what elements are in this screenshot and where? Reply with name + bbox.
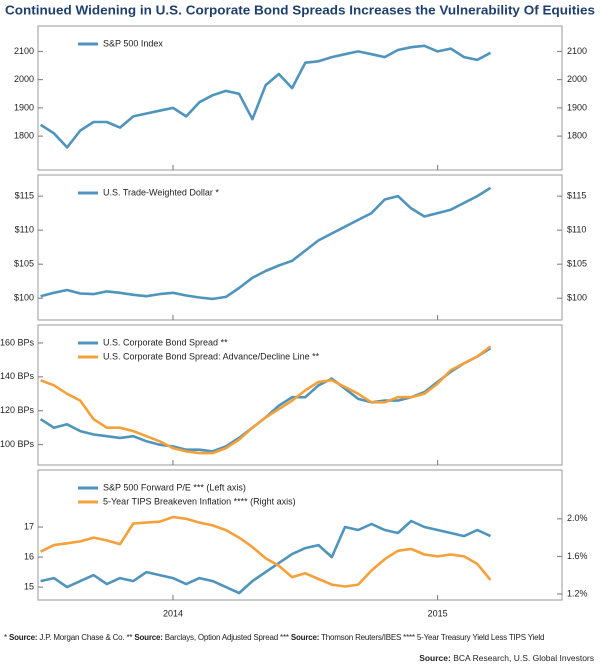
y-tick-label-right: 1900	[567, 102, 587, 112]
footnote-text: J.P. Morgan Chase & Co.	[39, 633, 125, 642]
panel-frame	[37, 469, 563, 601]
source-text: BCA Research, U.S. Global Investors	[453, 653, 594, 663]
y2-tick-label: 1.2%	[567, 588, 588, 598]
y-tick-label: $100	[14, 293, 34, 303]
footnote-text: Barclays, Option Adjusted Spread	[164, 633, 278, 642]
series-line	[40, 345, 492, 455]
y-tick-label: 1900	[14, 102, 34, 112]
legend-label: U.S. Trade-Weighted Dollar *	[103, 187, 219, 197]
y-tick-label: 1800	[14, 130, 34, 140]
chart-title: Continued Widening in U.S. Corporate Bon…	[5, 2, 595, 17]
panel-frame	[37, 324, 563, 466]
legend-label: S&P 500 Index	[103, 38, 163, 48]
footnote-text: Thomson Reuters/IBES	[321, 633, 402, 642]
footnote-marker: ****	[403, 633, 415, 642]
footnote-marker: **	[126, 633, 133, 642]
y-tick-label: 16	[24, 551, 34, 561]
y-tick-label: 15	[24, 581, 34, 591]
footnote-label: Source:	[134, 633, 163, 642]
chart: Continued Widening in U.S. Corporate Bon…	[0, 2, 595, 618]
y-tick-label: $105	[14, 259, 34, 269]
series-line	[40, 519, 492, 595]
footnote-label: Source:	[8, 633, 38, 642]
legend-label: 5-Year TIPS Breakeven Inflation **** (Ri…	[103, 496, 296, 506]
y-tick-label: 120 BPs	[0, 405, 34, 415]
y-tick-label-right: 2100	[567, 46, 587, 56]
y-tick-label-right: 1800	[567, 130, 587, 140]
y-tick-label: 100 BPs	[0, 439, 34, 449]
panel-frame	[37, 25, 563, 171]
series-line	[39, 347, 492, 453]
footnote-text: 5-Year Treasury Yield Less TIPS Yield	[416, 633, 545, 642]
y-tick-label-right: 2000	[567, 74, 587, 84]
source-label: Source:	[419, 653, 451, 663]
y-tick-label-right: $110	[567, 225, 586, 235]
y-tick-label: $115	[15, 190, 34, 200]
y2-tick-label: 1.6%	[567, 551, 588, 561]
y-tick-label: 140 BPs	[0, 371, 34, 381]
y-tick-label: 2000	[14, 74, 34, 84]
y-tick-label: 17	[24, 521, 34, 531]
y-tick-label-right: $100	[567, 293, 587, 303]
y-tick-label: 160 BPs	[0, 337, 34, 347]
footnote-label: Source:	[290, 633, 320, 642]
legend-label: S&P 500 Forward P/E *** (Left axis)	[103, 482, 246, 492]
footnote-marker: *	[4, 633, 7, 642]
series-line	[40, 186, 492, 301]
footnote-marker: ***	[280, 633, 289, 642]
x-tick-label: 2015	[428, 608, 448, 618]
series-line	[40, 515, 492, 588]
y-tick-label-right: $105	[567, 259, 587, 269]
legend-label: U.S. Corporate Bond Spread **	[103, 337, 228, 347]
footnote: * Source: J.P. Morgan Chase & Co. ** Sou…	[4, 633, 544, 642]
panel-frame	[37, 174, 563, 321]
series-line	[39, 44, 492, 149]
y-tick-label-right: $115	[567, 190, 586, 200]
y2-tick-label: 2.0%	[567, 513, 588, 523]
source: Source: BCA Research, U.S. Global Invest…	[419, 653, 594, 663]
x-tick-label: 2014	[163, 608, 183, 618]
y-tick-label: $110	[15, 225, 34, 235]
y-tick-label: 2100	[14, 46, 34, 56]
legend-label: U.S. Corporate Bond Spread: Advance/Decl…	[103, 351, 320, 361]
